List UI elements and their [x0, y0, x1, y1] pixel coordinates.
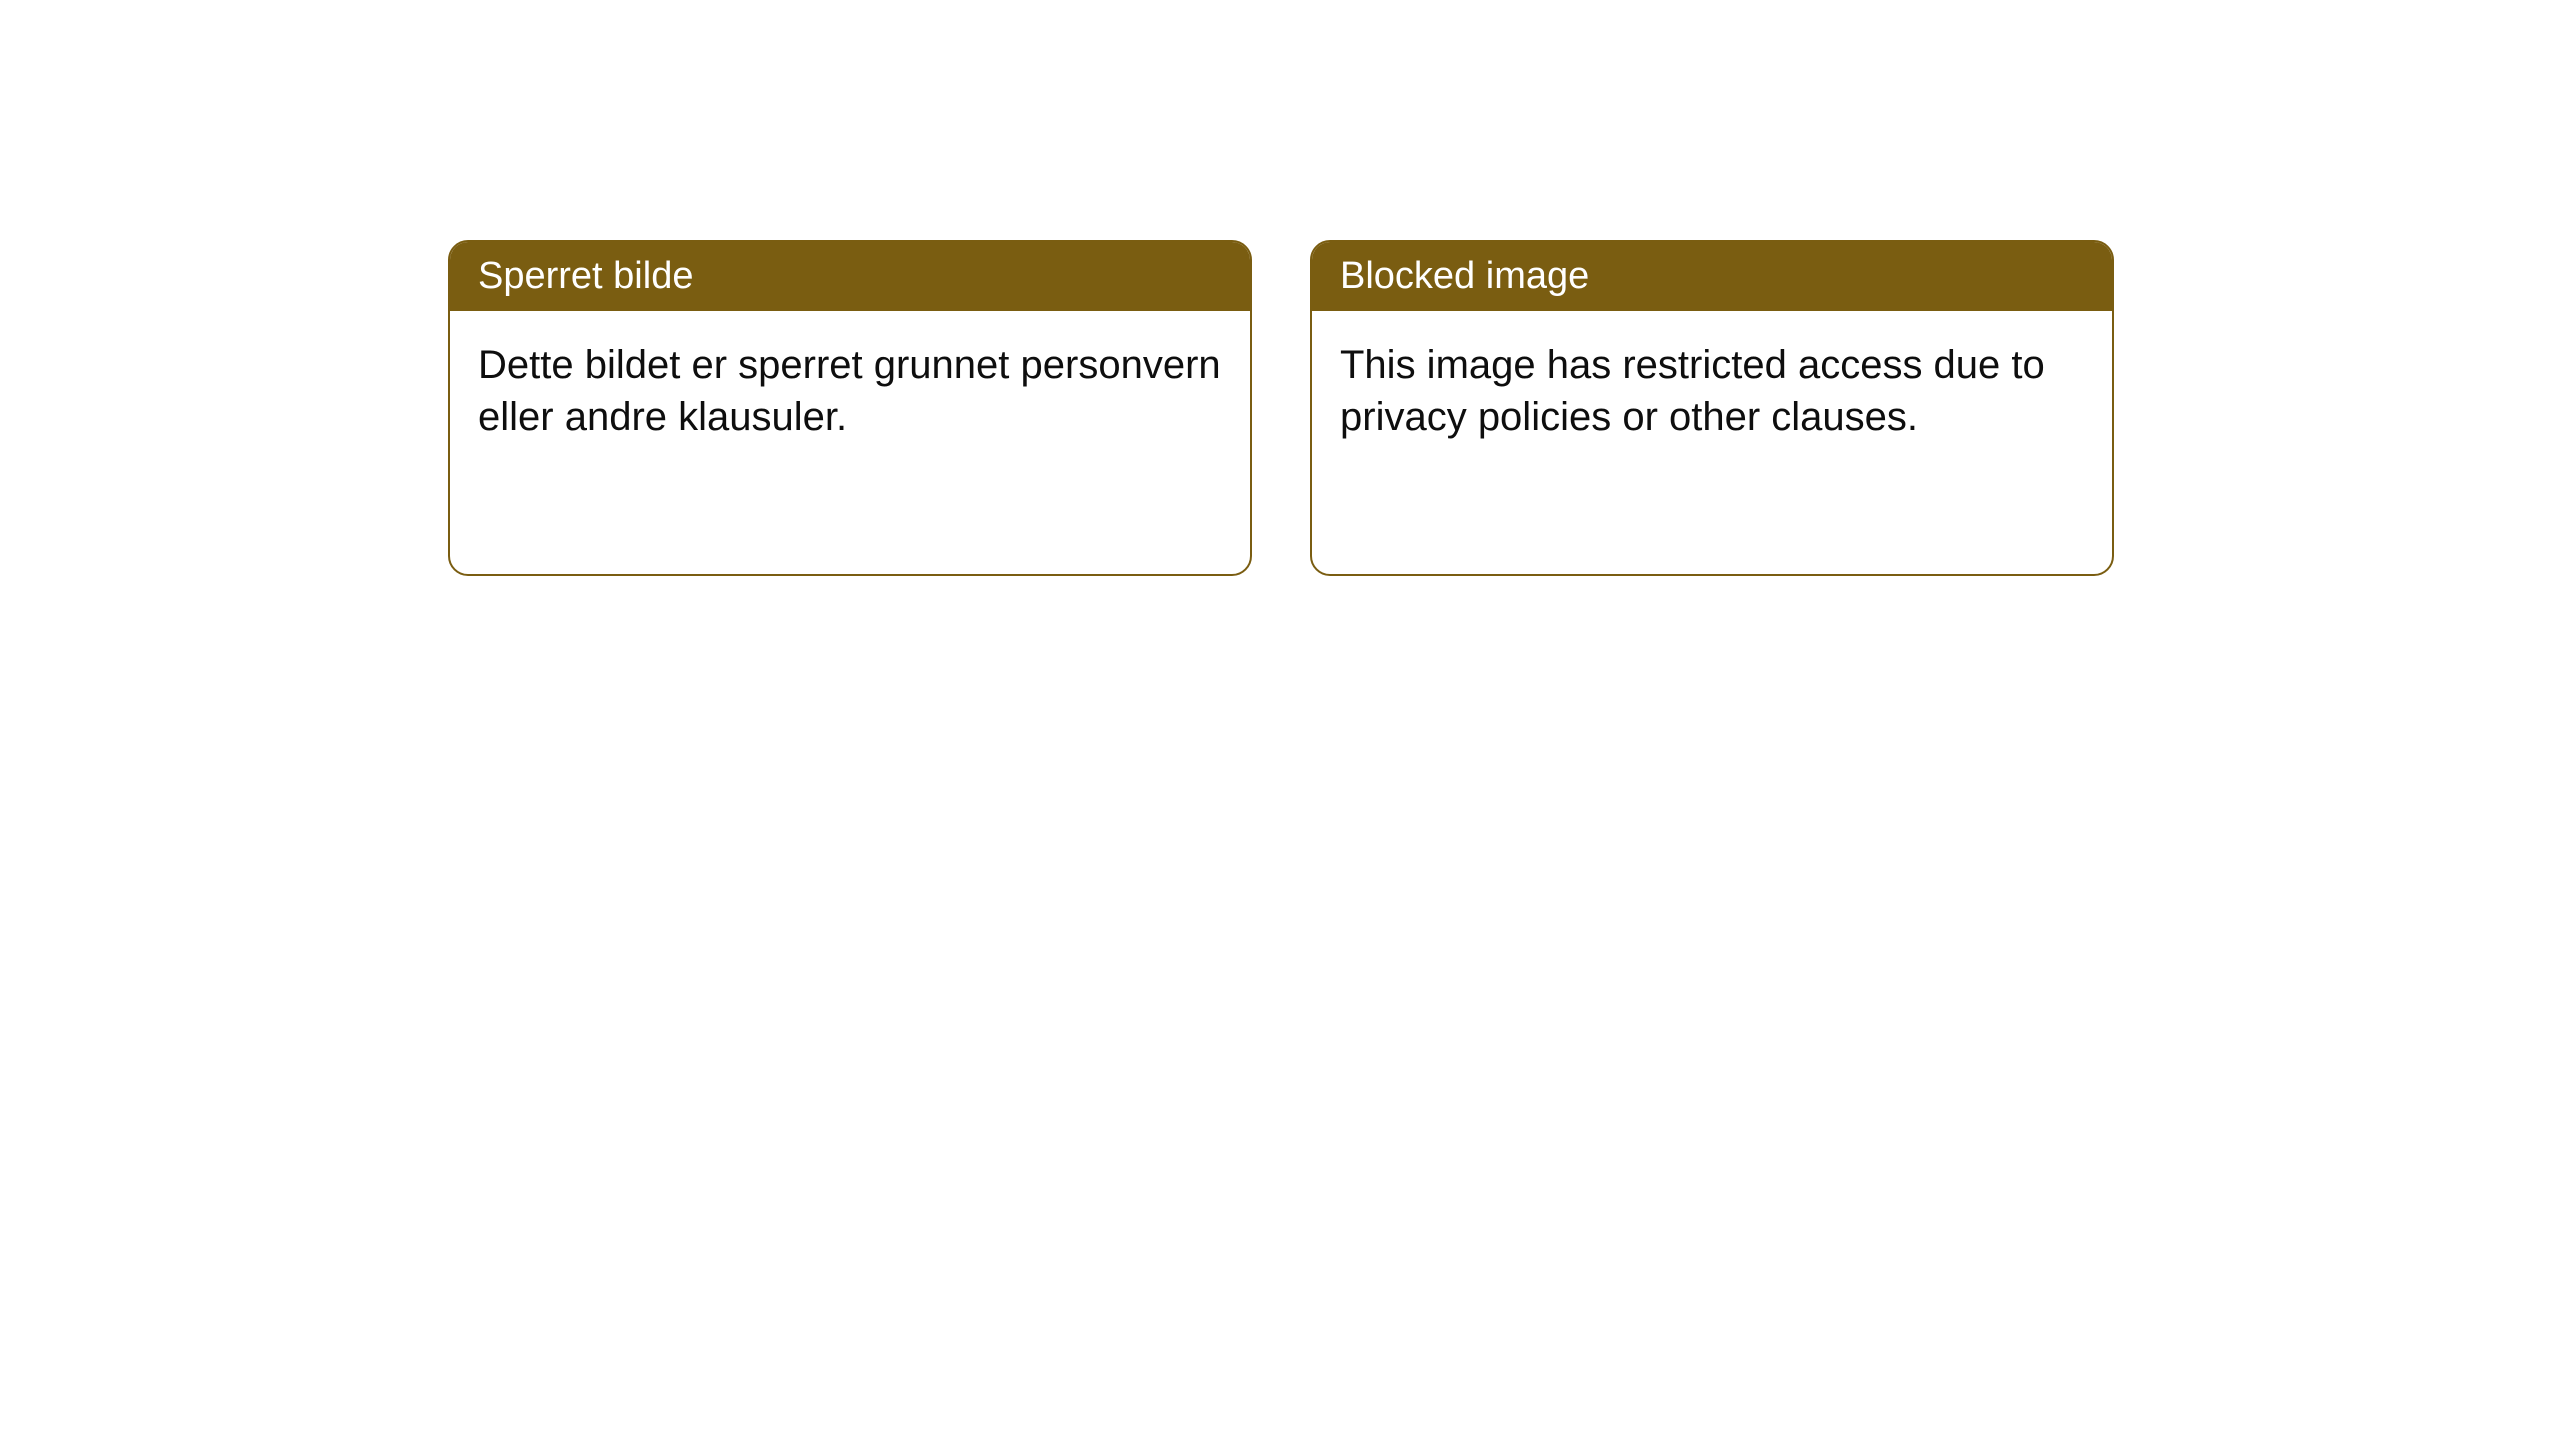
- card-title: Blocked image: [1340, 255, 1589, 297]
- notice-card-english: Blocked image This image has restricted …: [1310, 240, 2114, 576]
- notice-cards-container: Sperret bilde Dette bildet er sperret gr…: [448, 240, 2114, 576]
- card-header: Sperret bilde: [450, 242, 1250, 311]
- card-header: Blocked image: [1312, 242, 2112, 311]
- card-title: Sperret bilde: [478, 255, 693, 297]
- card-body-text: This image has restricted access due to …: [1340, 343, 2045, 439]
- card-body: This image has restricted access due to …: [1312, 311, 2112, 471]
- card-body: Dette bildet er sperret grunnet personve…: [450, 311, 1250, 471]
- notice-card-norwegian: Sperret bilde Dette bildet er sperret gr…: [448, 240, 1252, 576]
- card-body-text: Dette bildet er sperret grunnet personve…: [478, 343, 1221, 439]
